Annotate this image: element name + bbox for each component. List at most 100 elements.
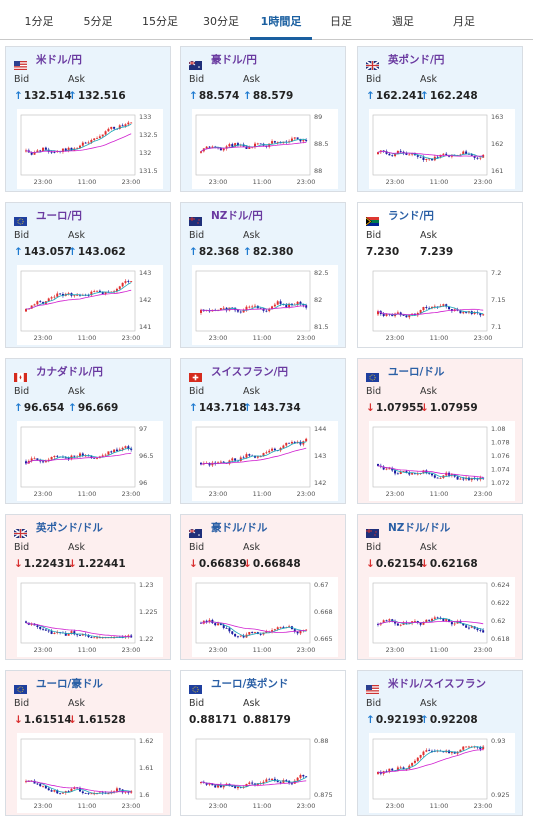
tab-15min[interactable]: 15分足 <box>142 15 178 28</box>
tab-monthly[interactable]: 月足 <box>453 15 475 28</box>
mini-candlestick-chart[interactable]: 143 142 141 23:00 11:00 23:00 <box>17 265 163 345</box>
x-tick-label: 23:00 <box>474 334 493 342</box>
currency-card[interactable]: 豪ドル/ドル Bid Ask ↓0.66839 ↓0.66848 0.67 0.668 0.6… <box>180 514 346 660</box>
pair-name[interactable]: カナダドル/円 <box>36 366 103 378</box>
tab-30min[interactable]: 30分足 <box>203 15 239 28</box>
currency-card[interactable]: 豪ドル/円 Bid Ask ↑88.574 ↑88.579 89 88.5 88 23:00 11… <box>180 46 346 192</box>
candle-body <box>302 304 305 306</box>
arrow-up-icon: ↑ <box>68 246 77 258</box>
tab-weekly[interactable]: 週足 <box>392 15 414 28</box>
mini-candlestick-chart[interactable]: 0.93 0.925 23:00 11:00 23:00 <box>369 733 515 813</box>
currency-card[interactable]: ランド/円 Bid Ask 7.230 7.239 7.2 7.15 7.1 23:00 11:0… <box>357 202 523 348</box>
candle-body <box>411 472 414 475</box>
candle-body <box>248 782 251 784</box>
ask-label: Ask <box>68 542 85 553</box>
x-tick-label: 23:00 <box>474 490 493 498</box>
pair-name[interactable]: NZドル/ドル <box>388 522 451 534</box>
candle-body <box>36 150 39 153</box>
candle-body <box>211 783 214 786</box>
candle-body <box>470 154 473 156</box>
candle-body <box>245 146 248 149</box>
currency-card[interactable]: NZドル/ドル Bid Ask ↓0.62154 ↓0.62168 0.624 0.622 0… <box>357 514 523 660</box>
currency-card[interactable]: 米ドル/スイスフラン Bid Ask ↑0.92193 ↑0.92208 0.93 0.92… <box>357 670 523 816</box>
candle-body <box>64 633 67 636</box>
pair-name[interactable]: ユーロ/円 <box>36 210 82 222</box>
pair-name[interactable]: ユーロ/豪ドル <box>36 678 103 690</box>
pair-name[interactable]: 英ポンド/円 <box>388 54 445 66</box>
bid-label: Bid <box>189 230 205 241</box>
currency-card[interactable]: 英ポンド/ドル Bid Ask ↓1.22431 ↓1.22441 1.23 1.225 1.… <box>5 514 171 660</box>
currency-card[interactable]: ユーロ/円 Bid Ask ↑143.057 ↑143.062 143 142 141 23:0… <box>5 202 171 348</box>
candle-body <box>465 746 468 748</box>
mini-candlestick-chart[interactable]: 0.624 0.622 0.62 0.618 23:00 11:00 23:00 <box>369 577 515 657</box>
pair-name[interactable]: ランド/円 <box>388 210 434 222</box>
currency-card[interactable]: スイスフラン/円 Bid Ask ↑143.718 ↑143.734 144 143 142 2… <box>180 358 346 504</box>
mini-candlestick-chart[interactable]: 89 88.5 88 23:00 11:00 23:00 <box>192 109 338 189</box>
candle-body <box>130 448 133 450</box>
pair-name[interactable]: 豪ドル/円 <box>211 54 257 66</box>
candle-body <box>268 308 271 312</box>
candle-body <box>405 315 408 318</box>
currency-card[interactable]: カナダドル/円 Bid Ask ↑96.654 ↑96.669 97 96.5 96 23:00… <box>5 358 171 504</box>
arrow-up-icon: ↑ <box>14 402 23 414</box>
pair-name[interactable]: 米ドル/円 <box>36 54 82 66</box>
mini-candlestick-chart[interactable]: 82.5 82 81.5 23:00 11:00 23:00 <box>192 265 338 345</box>
candle-body <box>53 152 56 153</box>
candle-body <box>256 456 259 458</box>
currency-card[interactable]: 英ポンド/円 Bid Ask ↑162.241 ↑162.248 163 162 161 23:… <box>357 46 523 192</box>
pair-name[interactable]: ユーロ/ドル <box>388 366 445 378</box>
x-tick-label: 23:00 <box>34 178 53 186</box>
candle-body <box>84 142 87 144</box>
candle-body <box>61 148 64 152</box>
tab-daily[interactable]: 日足 <box>330 15 352 28</box>
mini-candlestick-chart[interactable]: 1.23 1.225 1.22 23:00 11:00 23:00 <box>17 577 163 657</box>
candle-body <box>450 751 453 754</box>
mini-candlestick-chart[interactable]: 0.67 0.668 0.665 23:00 11:00 23:00 <box>192 577 338 657</box>
candle-body <box>282 445 285 448</box>
pair-name[interactable]: 米ドル/スイスフラン <box>388 678 487 690</box>
pair-name[interactable]: NZドル/円 <box>211 210 263 222</box>
candle-body <box>242 635 245 638</box>
y-tick-label: 7.15 <box>491 296 505 304</box>
mini-candlestick-chart[interactable]: 97 96.5 96 23:00 11:00 23:00 <box>17 421 163 501</box>
candle-body <box>208 146 211 148</box>
mini-candlestick-chart[interactable]: 1.62 1.61 1.6 23:00 11:00 23:00 <box>17 733 163 813</box>
x-tick-label: 23:00 <box>386 178 405 186</box>
candle-body <box>219 623 222 625</box>
candle-body <box>268 143 271 147</box>
mini-candlestick-chart[interactable]: 144 143 142 23:00 11:00 23:00 <box>192 421 338 501</box>
candle-body <box>130 122 133 124</box>
candle-body <box>61 792 64 794</box>
mini-candlestick-chart[interactable]: 1.08 1.078 1.076 1.074 1.072 23:00 11:00 23:00 <box>369 421 515 501</box>
tab-1hour[interactable]: 1時間足 <box>250 0 312 40</box>
candle-body <box>73 455 76 457</box>
candle-body <box>408 765 411 769</box>
pair-name[interactable]: 豪ドル/ドル <box>211 522 268 534</box>
currency-card[interactable]: NZドル/円 Bid Ask ↑82.368 ↑82.380 82.5 82 81.5 23:0… <box>180 202 346 348</box>
candle-body <box>87 793 90 795</box>
candle-body <box>113 449 116 453</box>
candle-body <box>44 147 47 150</box>
tab-5min[interactable]: 5分足 <box>83 15 113 28</box>
mini-candlestick-chart[interactable]: 163 162 161 23:00 11:00 23:00 <box>369 109 515 189</box>
candle-body <box>104 637 107 639</box>
currency-card[interactable]: ユーロ/ドル Bid Ask ↓1.07955 ↓1.07959 1.08 1.078 1.0… <box>357 358 523 504</box>
mini-candlestick-chart[interactable]: 133 132.5 132 131.5 23:00 11:00 23:00 <box>17 109 163 189</box>
candle-body <box>124 281 127 283</box>
candle-body <box>279 447 282 451</box>
mini-candlestick-chart[interactable]: 0.88 0.875 23:00 11:00 23:00 <box>192 733 338 813</box>
tab-1min[interactable]: 1分足 <box>24 15 54 28</box>
ask-value: ↑162.248 <box>420 90 478 102</box>
candle-body <box>396 312 399 314</box>
long-moving-average-line <box>377 749 484 774</box>
pair-name[interactable]: ユーロ/英ポンド <box>211 678 289 690</box>
mini-candlestick-chart[interactable]: 7.2 7.15 7.1 23:00 11:00 23:00 <box>369 265 515 345</box>
currency-card[interactable]: ユーロ/豪ドル Bid Ask ↓1.61514 ↓1.61528 1.62 1.61 1.6… <box>5 670 171 816</box>
candle-body <box>405 768 408 770</box>
currency-card[interactable]: 米ドル/円 Bid Ask ↑132.514 ↑132.516 133 132.5 132 13… <box>5 46 171 192</box>
short-moving-average-line <box>25 282 132 310</box>
currency-card[interactable]: ユーロ/英ポンド Bid Ask 0.88171 0.88179 0.88 0.875 23:… <box>180 670 346 816</box>
pair-name[interactable]: スイスフラン/円 <box>211 366 289 378</box>
pair-name[interactable]: 英ポンド/ドル <box>36 522 103 534</box>
candle-body <box>124 791 127 793</box>
